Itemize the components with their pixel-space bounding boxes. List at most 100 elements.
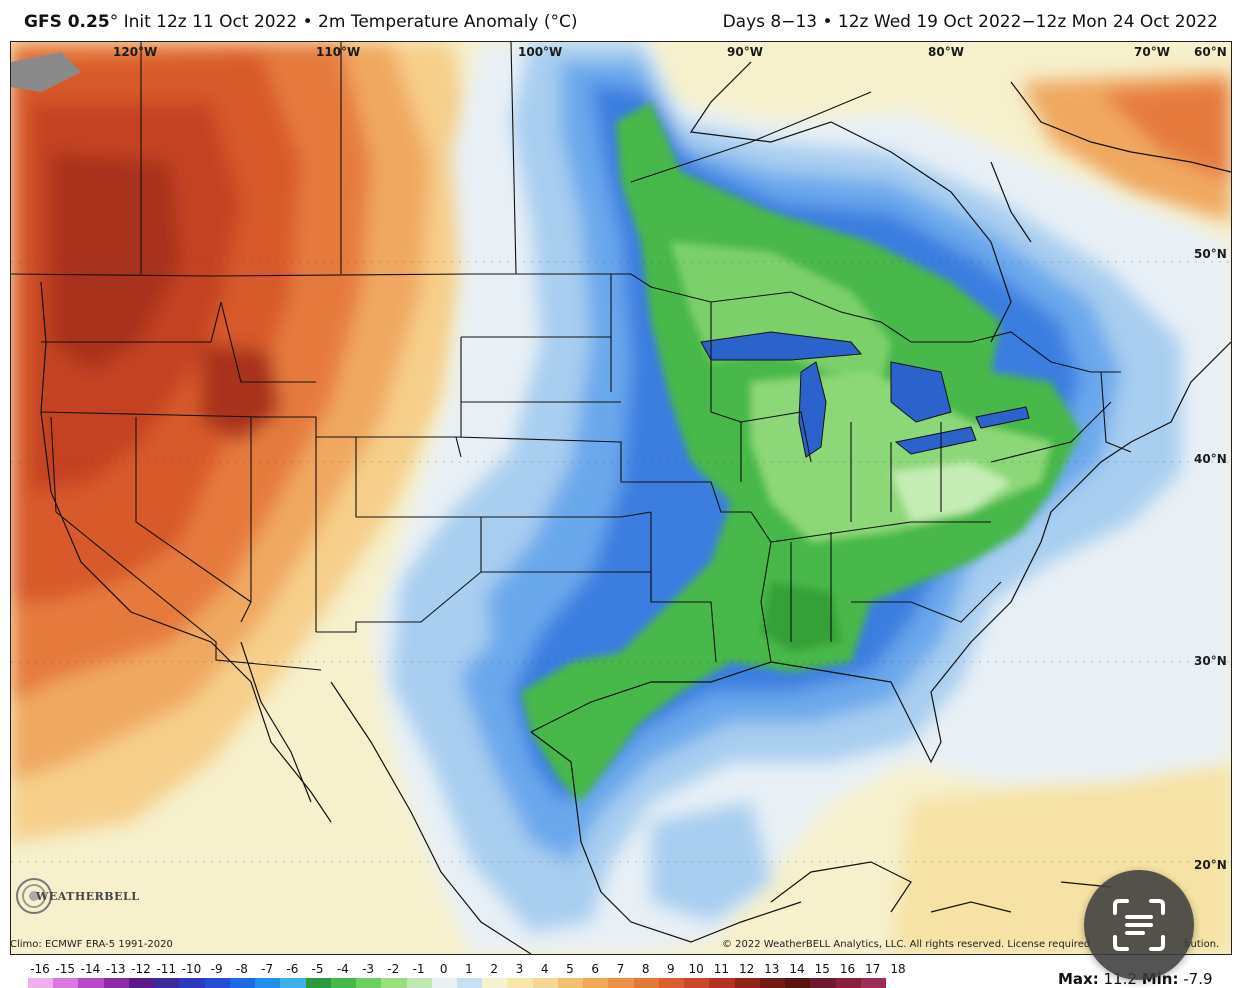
colorbar-swatch xyxy=(608,978,634,988)
colorbar-tick-label: -14 xyxy=(80,962,101,976)
colorbar-tick-label: 1 xyxy=(465,962,473,976)
colorbar xyxy=(28,978,886,988)
colorbar-tick-label: -15 xyxy=(55,962,76,976)
colorbar-tick-label: 6 xyxy=(591,962,599,976)
colorbar-swatch xyxy=(305,978,331,988)
anomaly-map: 120°W 110°W 100°W 90°W 80°W 70°W 60°N 50… xyxy=(10,41,1232,955)
colorbar-tick-label: -10 xyxy=(181,962,202,976)
map-canvas xyxy=(11,42,1231,954)
colorbar-swatch xyxy=(507,978,533,988)
lon-label-100w: 100°W xyxy=(518,45,563,59)
colorbar-swatch xyxy=(633,978,659,988)
colorbar-swatch xyxy=(583,978,609,988)
colorbar-swatch xyxy=(835,978,861,988)
colorbar-swatch xyxy=(810,978,836,988)
colorbar-tick-label: 8 xyxy=(641,962,650,976)
colorbar-tick-label: -4 xyxy=(336,962,349,976)
lat-label-30n: 30°N xyxy=(1194,654,1227,668)
colorbar-tick-label: 5 xyxy=(566,962,574,976)
colorbar-swatch xyxy=(103,978,129,988)
text-scan-button[interactable] xyxy=(1084,870,1194,980)
colorbar-tick-label: -9 xyxy=(210,962,223,976)
colorbar-tick-label: -11 xyxy=(156,962,176,976)
colorbar-swatch xyxy=(381,978,407,988)
colorbar-tick-label: -2 xyxy=(387,962,400,976)
colorbar-tick-label: 4 xyxy=(540,962,549,976)
colorbar-tick-label: -6 xyxy=(286,962,299,976)
model-name: GFS 0.25 xyxy=(24,12,110,32)
lon-label-70w: 70°W xyxy=(1134,45,1170,59)
missing-data-patch xyxy=(11,52,81,92)
lat-label-50n: 50°N xyxy=(1194,247,1227,261)
colorbar-swatch xyxy=(53,978,79,988)
map-title: GFS 0.25° Init 12z 11 Oct 2022 • 2m Temp… xyxy=(24,12,578,32)
header: GFS 0.25° Init 12z 11 Oct 2022 • 2m Temp… xyxy=(0,0,1242,40)
colorbar-tick-label: -16 xyxy=(30,962,50,976)
weatherbell-logo: WEATHERBELL xyxy=(14,876,139,918)
colorbar-tick-label: -3 xyxy=(362,962,375,976)
colorbar-swatch xyxy=(785,978,811,988)
colorbar-tick-label: 13 xyxy=(764,962,780,976)
colorbar-swatch xyxy=(684,978,710,988)
colorbar-tick-label: 7 xyxy=(616,962,625,976)
colorbar-tick-label: -5 xyxy=(311,962,324,976)
logo-text: WEATHERBELL xyxy=(36,890,140,903)
copyright-tail: bution. xyxy=(1184,939,1220,950)
colorbar-swatch xyxy=(356,978,382,988)
colorbar-tick-label: 9 xyxy=(667,962,675,976)
colorbar-swatch xyxy=(456,978,483,988)
copyright-text: © 2022 WeatherBELL Analytics, LLC. All r… xyxy=(722,939,1091,950)
lon-label-120w: 120°W xyxy=(113,45,158,59)
colorbar-tick-label: -8 xyxy=(235,962,248,976)
colorbar-swatch xyxy=(255,978,281,988)
colorbar-tick-label: -7 xyxy=(261,962,274,976)
lat-label-20n: 20°N xyxy=(1194,858,1227,872)
colorbar-swatch xyxy=(330,978,357,988)
copyright-note: © 2022 WeatherBELL Analytics, LLC. All r… xyxy=(722,939,1219,950)
colorbar-tick-label: 16 xyxy=(839,962,856,976)
colorbar-swatch xyxy=(860,978,886,988)
colorbar-tick-label: 18 xyxy=(890,962,906,976)
valid-period: Days 8−13 • 12z Wed 19 Oct 2022−12z Mon … xyxy=(722,12,1218,32)
colorbar-tick-label: 12 xyxy=(738,962,755,976)
lon-label-90w: 90°W xyxy=(727,45,763,59)
colorbar-swatch xyxy=(28,978,54,988)
colorbar-tick-label: 0 xyxy=(439,962,448,976)
colorbar-swatch xyxy=(78,978,104,988)
colorbar-tick-label: 15 xyxy=(814,962,830,976)
colorbar-swatch xyxy=(431,978,457,988)
colorbar-swatch xyxy=(128,978,155,988)
colorbar-tick-label: 2 xyxy=(490,962,499,976)
colorbar-swatch xyxy=(734,978,760,988)
colorbar-swatch xyxy=(658,978,685,988)
colorbar-swatch xyxy=(759,978,786,988)
colorbar-tick-label: 17 xyxy=(865,962,881,976)
colorbar-swatch xyxy=(482,978,508,988)
lon-label-80w: 80°W xyxy=(928,45,964,59)
colorbar-swatch xyxy=(709,978,735,988)
colorbar-labels: -16 -15 -14 -13 -12 -11 -10 -9 -8 -7 -6 -5 -4 -3 -2 -1 0… xyxy=(28,962,905,976)
colorbar-swatch xyxy=(557,978,584,988)
colorbar-tick-label: -12 xyxy=(131,962,151,976)
max-label: Max: xyxy=(1058,970,1099,988)
colorbar-tick-label: 14 xyxy=(789,962,805,976)
colorbar-tick-label: 3 xyxy=(515,962,524,976)
text-scan-icon xyxy=(1113,899,1165,951)
lat-label-60n: 60°N xyxy=(1194,45,1227,59)
colorbar-tick-label: -1 xyxy=(412,962,425,976)
lat-label-40n: 40°N xyxy=(1194,452,1227,466)
colorbar-tick-label: -13 xyxy=(105,962,126,976)
colorbar-swatch xyxy=(154,978,180,988)
colorbar-swatch xyxy=(229,978,256,988)
colorbar-swatch xyxy=(280,978,306,988)
colorbar-swatch xyxy=(204,978,230,988)
colorbar-swatch xyxy=(179,978,205,988)
min-value: -7.9 xyxy=(1183,970,1213,988)
colorbar-tick-label: 10 xyxy=(688,962,704,976)
lon-label-110w: 110°W xyxy=(316,45,361,59)
colorbar-tick-label: 11 xyxy=(713,962,729,976)
colorbar-swatch xyxy=(406,978,432,988)
graticule xyxy=(11,261,1231,863)
climo-note: Climo: ECMWF ERA-5 1991-2020 xyxy=(10,939,173,950)
colorbar-swatch xyxy=(532,978,558,988)
